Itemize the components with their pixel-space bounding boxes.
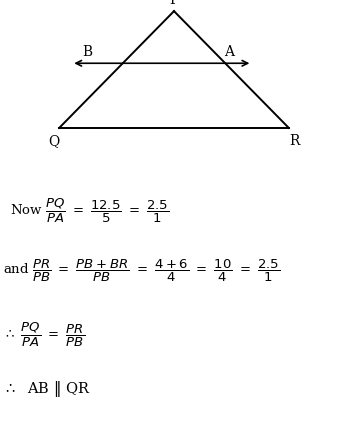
Text: $\therefore$  AB $\|$ QR: $\therefore$ AB $\|$ QR [3, 379, 91, 398]
Text: Now $\dfrac{PQ}{PA}\ =\ \dfrac{12.5}{5}\ =\ \dfrac{2.5}{1}$: Now $\dfrac{PQ}{PA}\ =\ \dfrac{12.5}{5}\… [10, 197, 169, 226]
Text: $\therefore\ \dfrac{PQ}{PA}\ =\ \dfrac{PR}{PB}$: $\therefore\ \dfrac{PQ}{PA}\ =\ \dfrac{P… [3, 321, 86, 348]
Text: Q: Q [48, 134, 60, 148]
Text: B: B [82, 45, 92, 59]
Text: A: A [224, 45, 235, 59]
Text: and $\dfrac{PR}{PB}\ =\ \dfrac{PB+BR}{PB}\ =\ \dfrac{4+6}{4}\ =\ \dfrac{10}{4}\ : and $\dfrac{PR}{PB}\ =\ \dfrac{PB+BR}{PB… [3, 257, 280, 284]
Text: R: R [289, 134, 299, 148]
Text: P: P [169, 0, 179, 7]
